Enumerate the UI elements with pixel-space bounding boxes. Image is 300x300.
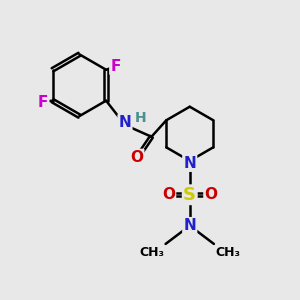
Text: N: N bbox=[183, 218, 196, 233]
Text: N: N bbox=[118, 115, 131, 130]
Text: F: F bbox=[38, 95, 48, 110]
Text: O: O bbox=[162, 187, 175, 202]
Text: O: O bbox=[130, 150, 143, 165]
Text: F: F bbox=[110, 59, 121, 74]
Text: CH₃: CH₃ bbox=[215, 246, 240, 259]
Text: N: N bbox=[183, 156, 196, 171]
Text: O: O bbox=[205, 187, 218, 202]
Text: S: S bbox=[183, 186, 196, 204]
Text: CH₃: CH₃ bbox=[139, 246, 164, 259]
Text: H: H bbox=[134, 112, 146, 125]
